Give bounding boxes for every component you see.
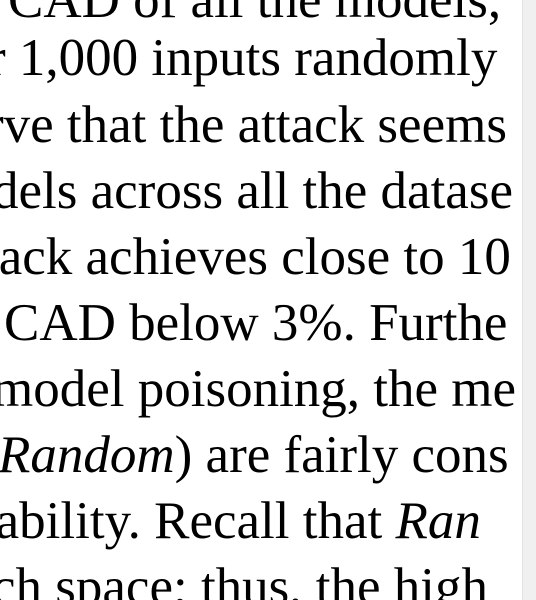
text-line: tack achieves close to 10 [0,228,511,286]
document-page: CAD of all the models, r 1,000 inputs ra… [0,0,517,600]
text-run: ) are fairly cons [174,426,509,484]
text-line: r 1,000 inputs randomly [0,29,498,87]
text-line: CAD of all the models, [8,0,502,29]
text-line: Random) are fairly cons [0,422,509,488]
italic-term: Random [0,426,175,484]
text-line: ch space; thus, the high [0,558,489,600]
text-run: rability. Recall that [0,492,396,550]
text-line: rve that the attack seems [0,96,507,154]
vertical-scrollbar[interactable] [522,0,536,600]
text-line: rability. Recall that Ran [0,488,481,554]
text-line: dels across all the datase [0,162,513,220]
text-line: CAD below 3%. Furthe [4,294,508,352]
italic-term: Ran [395,492,481,550]
text-line: model poisoning, the me [0,360,517,418]
